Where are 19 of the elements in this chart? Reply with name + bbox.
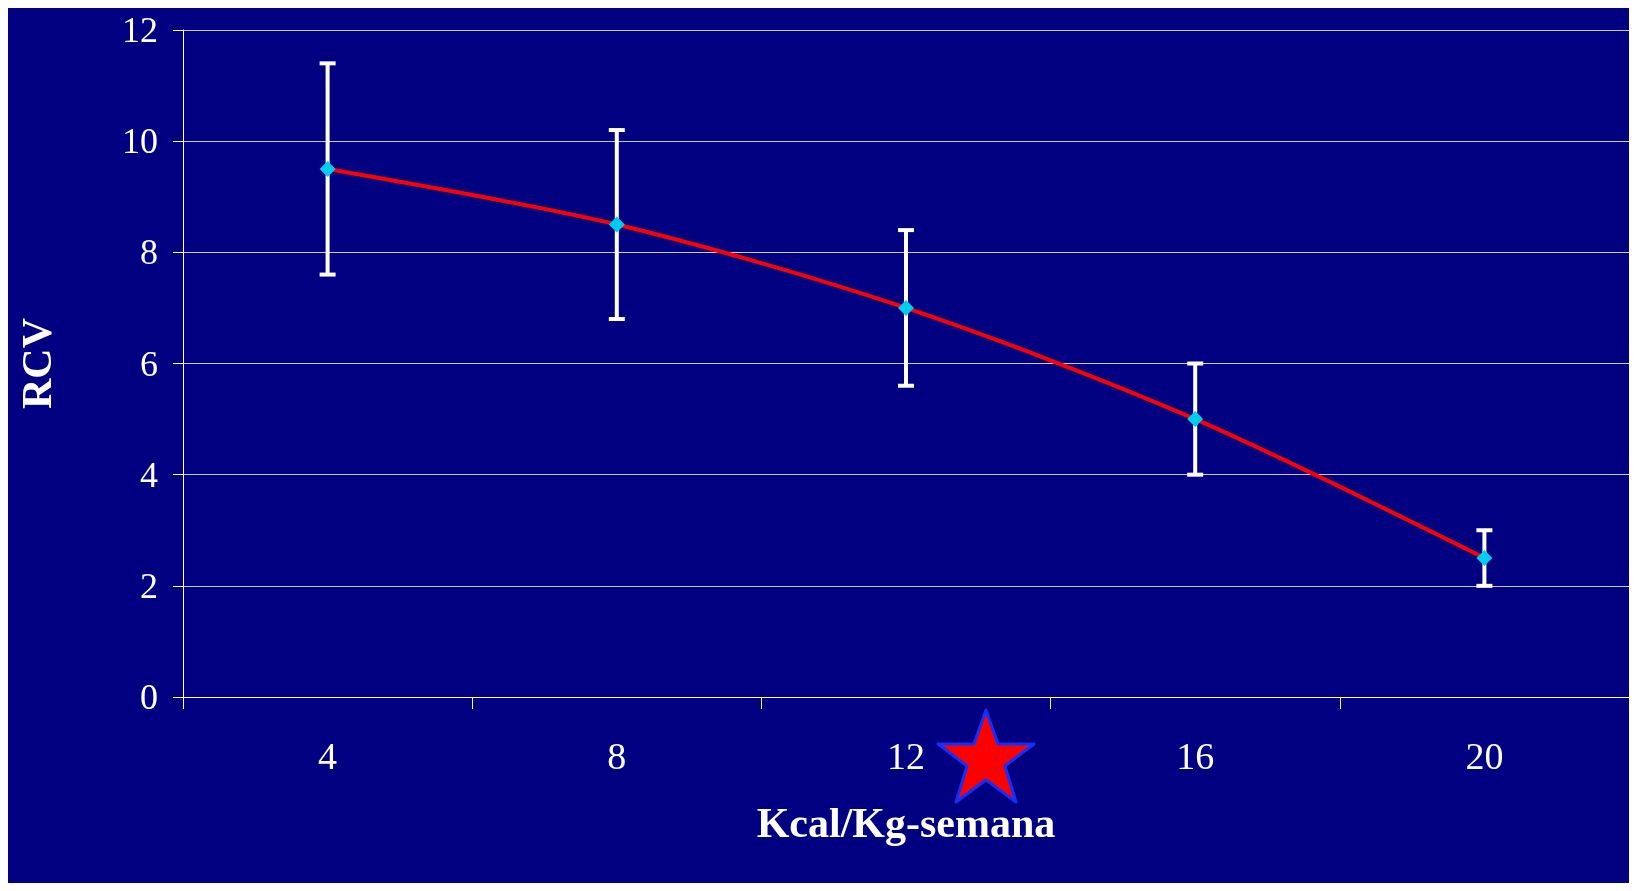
x-tick-label: 20 xyxy=(1465,735,1504,777)
x-tick-label: 4 xyxy=(318,735,338,777)
y-tick-label: 4 xyxy=(140,454,158,495)
point xyxy=(1476,550,1493,567)
point xyxy=(608,216,625,233)
y-axis-title: RCV xyxy=(14,318,60,409)
point xyxy=(1187,411,1204,428)
y-tick-label: 0 xyxy=(140,677,158,717)
y-tick-label: 6 xyxy=(140,343,158,384)
x-axis-title: Kcal/Kg-semana xyxy=(756,800,1056,846)
x-tick-label: 8 xyxy=(607,735,627,777)
x-tick-label: 12 xyxy=(887,735,925,777)
y-tick-label: 10 xyxy=(122,121,158,162)
y-tick-label: 8 xyxy=(140,232,158,273)
y-tick-label: 12 xyxy=(122,10,158,50)
point xyxy=(319,160,336,177)
y-tick-label: 2 xyxy=(140,565,158,606)
x-tick-label: 16 xyxy=(1176,735,1215,777)
point xyxy=(898,299,914,316)
